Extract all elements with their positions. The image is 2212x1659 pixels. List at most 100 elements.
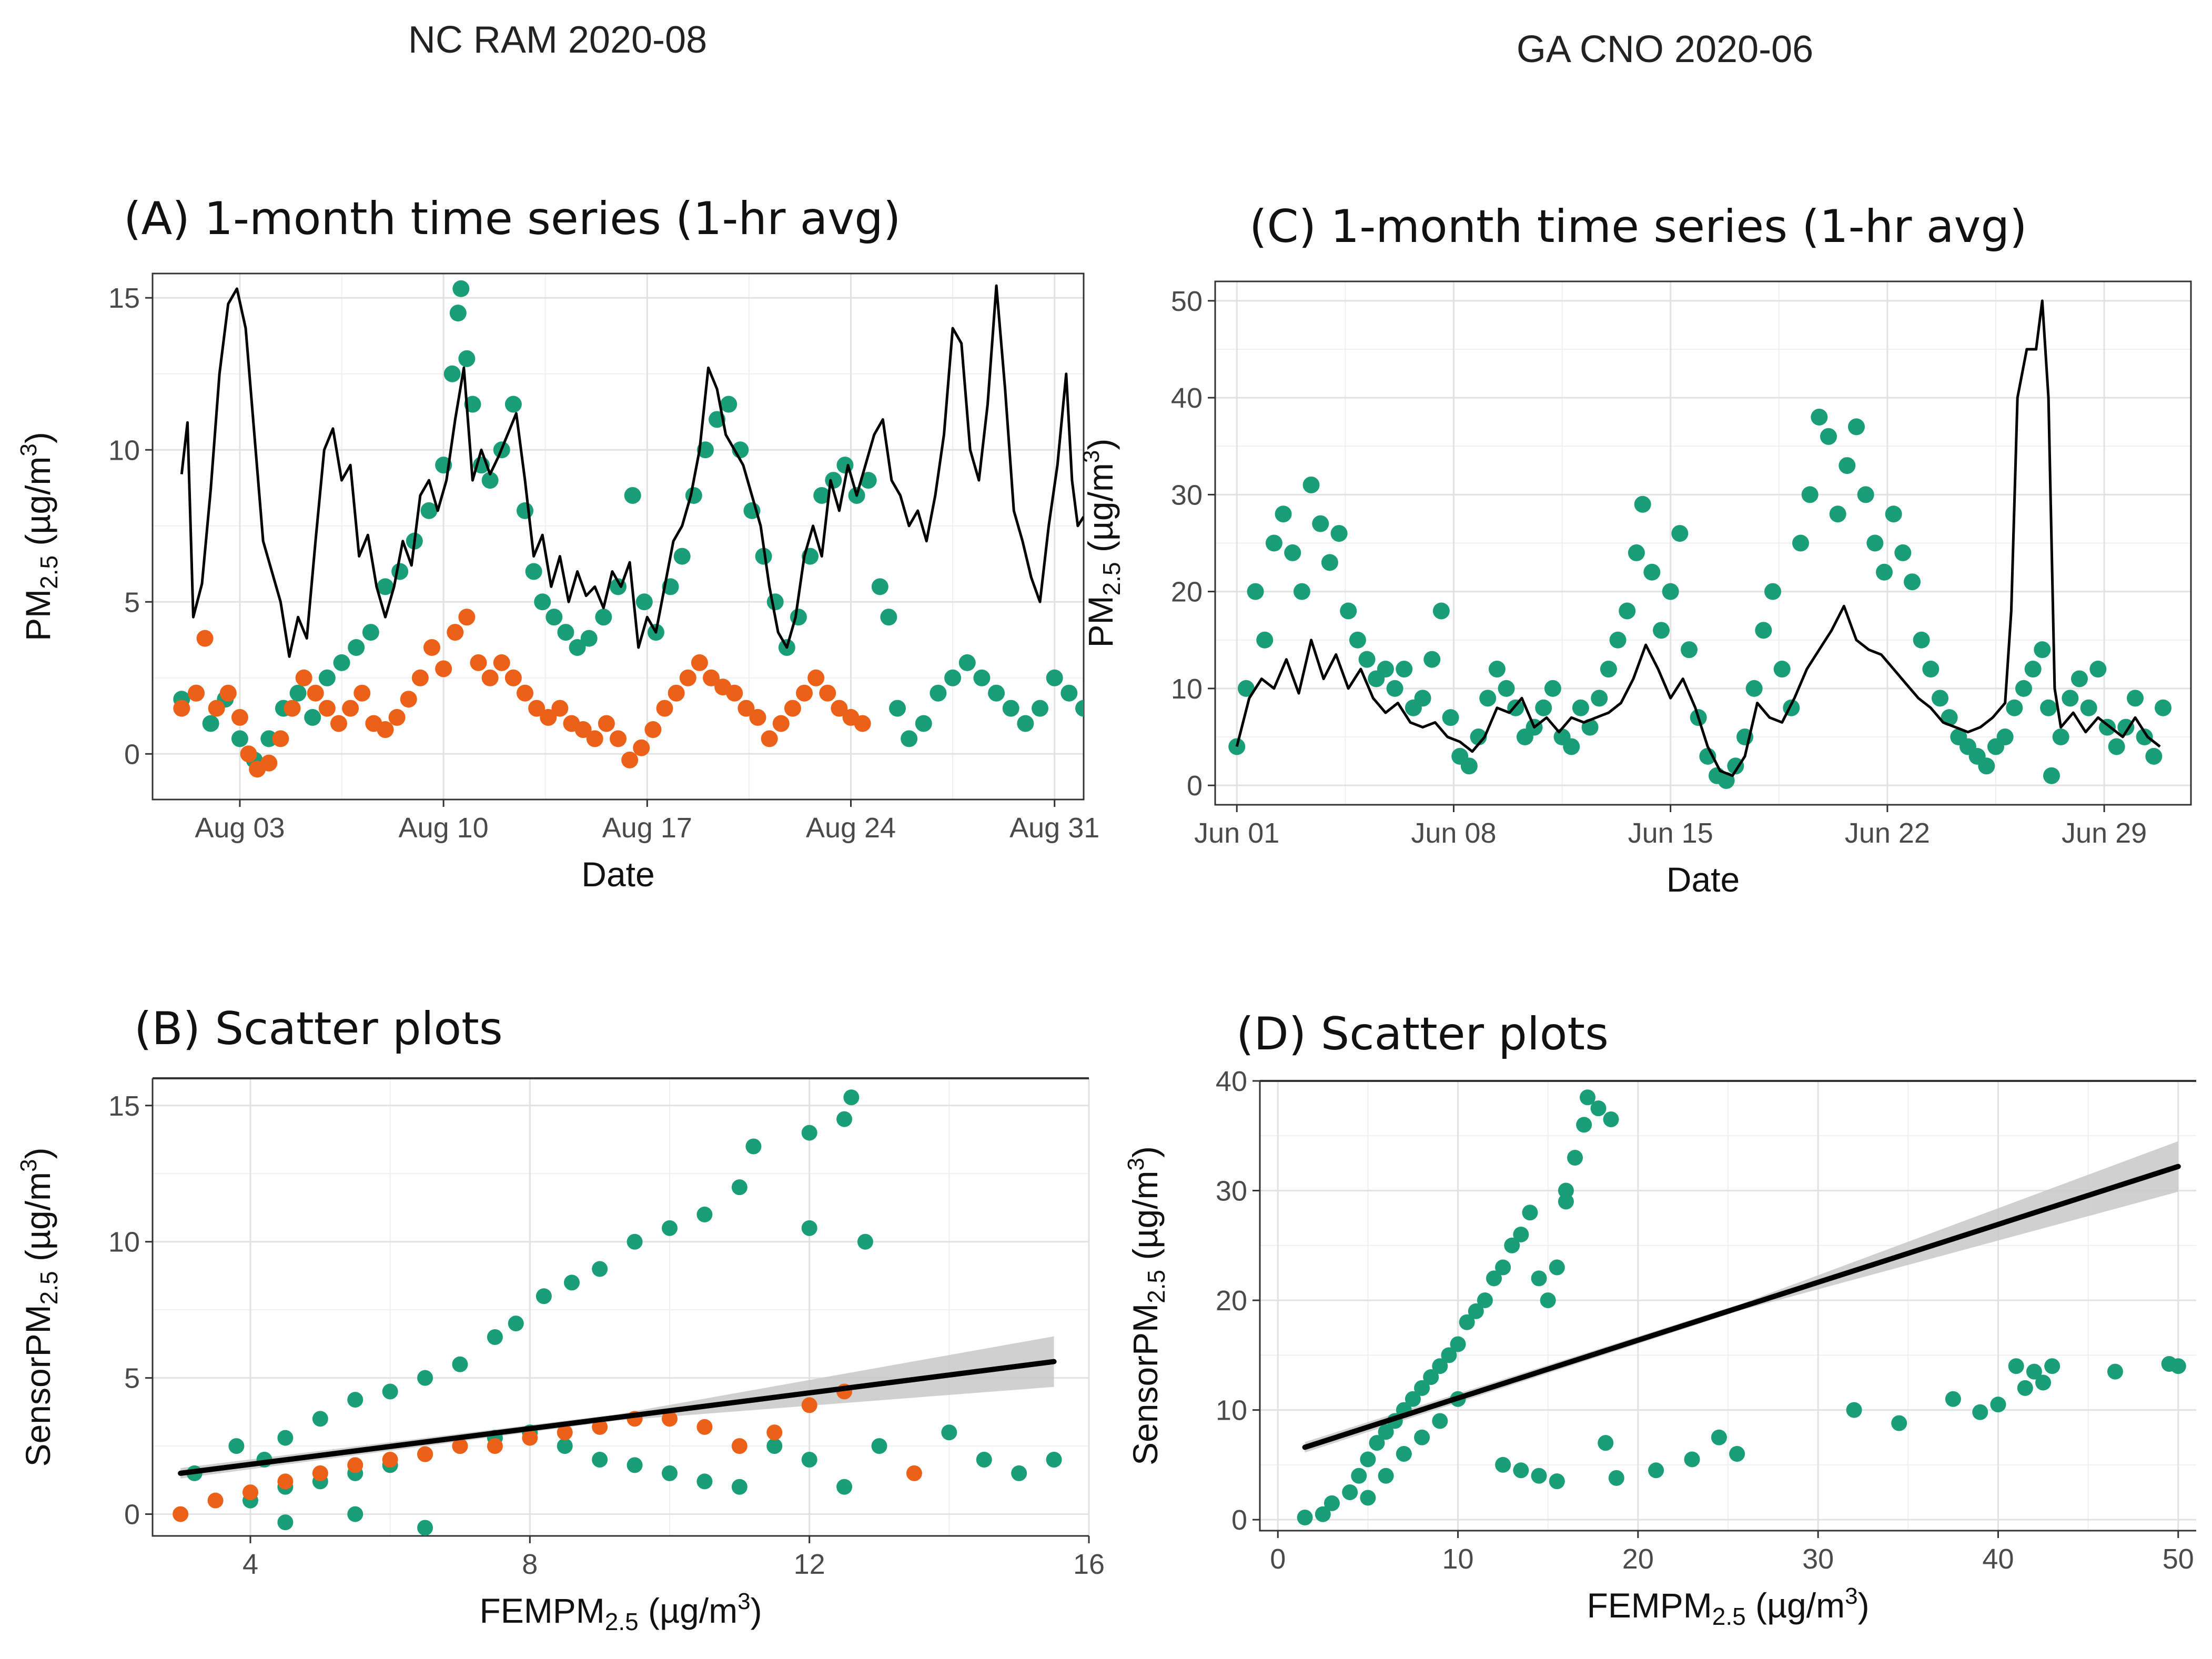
- x-tick-label: Aug 24: [806, 812, 896, 844]
- point-sensor: [452, 280, 470, 297]
- point-sensor: [1572, 699, 1589, 716]
- point-sensor-alt-: [277, 1473, 294, 1490]
- point-sensor-alt-: [679, 669, 696, 686]
- plot-marks: [173, 280, 1084, 778]
- point-sensor: [1284, 544, 1301, 561]
- point-sensor-alt-: [458, 609, 476, 626]
- point-sensor: [580, 630, 598, 647]
- x-tick-label: 8: [522, 1549, 538, 1580]
- point-sensor-alt-: [447, 624, 464, 641]
- point-sensor: [1876, 563, 1893, 581]
- point-sensor: [1634, 495, 1651, 513]
- point-sensor-alt-: [330, 715, 347, 732]
- panel-title-b: (B) Scatter plots: [134, 1003, 503, 1055]
- point-sensor: [1558, 1193, 1574, 1210]
- point-sensor: [1315, 1506, 1331, 1522]
- point-sensor: [2108, 738, 2125, 755]
- point-sensor: [1866, 534, 1884, 552]
- panel-title-c: (C) 1-month time series (1-hr avg): [1249, 200, 2027, 253]
- y-tick-label: 0: [124, 1499, 140, 1531]
- y-tick-label: 40: [1171, 382, 1203, 414]
- point-sensor: [843, 1089, 860, 1106]
- point-sensor-alt-: [240, 745, 257, 763]
- point-sensor: [1820, 428, 1837, 445]
- point-sensor: [915, 715, 932, 732]
- point-sensor: [2136, 729, 2153, 746]
- point-sensor: [696, 1473, 713, 1490]
- y-tick-label: 0: [1231, 1504, 1247, 1536]
- point-sensor-alt-: [231, 709, 248, 726]
- point-sensor: [458, 350, 476, 367]
- point-sensor: [1396, 661, 1413, 678]
- point-sensor: [557, 624, 574, 641]
- y-tick-label: 40: [1216, 1066, 1247, 1097]
- point-sensor: [1330, 525, 1348, 542]
- point-sensor: [1340, 602, 1357, 620]
- point-sensor: [2040, 699, 2057, 716]
- site-title-right: GA CNO 2020-06: [1517, 28, 1813, 70]
- point-sensor: [391, 563, 409, 580]
- point-sensor: [1558, 1182, 1574, 1199]
- x-tick-label: 30: [1802, 1543, 1834, 1575]
- point-sensor: [481, 472, 499, 489]
- point-sensor: [1488, 661, 1506, 678]
- point-sensor: [231, 730, 248, 747]
- plot-marks: [173, 1089, 1062, 1536]
- x-tick-label: Aug 17: [602, 812, 692, 844]
- point-sensor-alt-: [621, 751, 639, 768]
- point-sensor: [1378, 1468, 1394, 1484]
- x-tick-label: 50: [2163, 1543, 2194, 1575]
- point-sensor: [1990, 1397, 2006, 1413]
- point-sensor: [2155, 699, 2171, 716]
- point-sensor: [1351, 1468, 1367, 1484]
- point-sensor: [1358, 651, 1376, 668]
- point-sensor: [347, 1392, 363, 1408]
- point-sensor: [1576, 1117, 1592, 1133]
- y-tick-label: 10: [108, 434, 140, 466]
- point-sensor: [1297, 1509, 1313, 1525]
- site-title-left: NC RAM 2020-08: [408, 19, 707, 61]
- point-sensor-alt-: [819, 684, 836, 702]
- point-sensor-alt-: [493, 654, 510, 671]
- point-sensor: [2170, 1358, 2186, 1374]
- plot-marks: [1228, 299, 2171, 789]
- point-sensor-alt-: [400, 691, 417, 708]
- x-axis-title: Date: [581, 855, 654, 894]
- point-sensor-alt-: [807, 669, 825, 686]
- point-sensor: [1540, 1292, 1556, 1309]
- point-sensor: [889, 700, 906, 717]
- point-sensor: [1846, 1402, 1862, 1418]
- point-sensor: [2062, 690, 2079, 707]
- point-sensor: [1378, 1424, 1394, 1440]
- point-sensor: [557, 1438, 573, 1454]
- point-sensor: [1369, 1435, 1385, 1451]
- y-tick-label: 5: [124, 586, 140, 618]
- panel-c-timeseries: (C) 1-month time series (1-hr avg) Jun 01…: [1078, 200, 2192, 899]
- point-sensor: [452, 1356, 468, 1372]
- y-tick-label: 10: [1171, 673, 1203, 705]
- point-sensor: [2024, 661, 2042, 678]
- point-sensor: [1643, 563, 1661, 581]
- point-sensor-alt-: [388, 709, 406, 726]
- point-sensor: [661, 1220, 678, 1236]
- x-tick-label: 16: [1073, 1549, 1105, 1580]
- point-sensor: [595, 609, 612, 626]
- point-sensor: [517, 502, 533, 519]
- point-sensor: [1945, 1391, 1961, 1407]
- point-sensor: [755, 548, 772, 565]
- point-sensor: [696, 1206, 713, 1222]
- point-sensor: [2015, 680, 2032, 697]
- point-sensor-alt-: [417, 1446, 433, 1462]
- point-sensor-alt-: [574, 721, 592, 739]
- point-sensor: [1486, 1270, 1502, 1287]
- point-sensor-alt-: [668, 684, 685, 702]
- point-sensor-alt-: [691, 654, 708, 671]
- x-tick-label: 4: [243, 1549, 258, 1580]
- series-line-fem: [180, 284, 1084, 658]
- x-tick-label: Aug 10: [399, 812, 489, 844]
- point-sensor: [228, 1438, 245, 1454]
- point-sensor-alt-: [342, 700, 359, 717]
- point-sensor: [1302, 476, 1320, 493]
- point-sensor: [1745, 680, 1763, 697]
